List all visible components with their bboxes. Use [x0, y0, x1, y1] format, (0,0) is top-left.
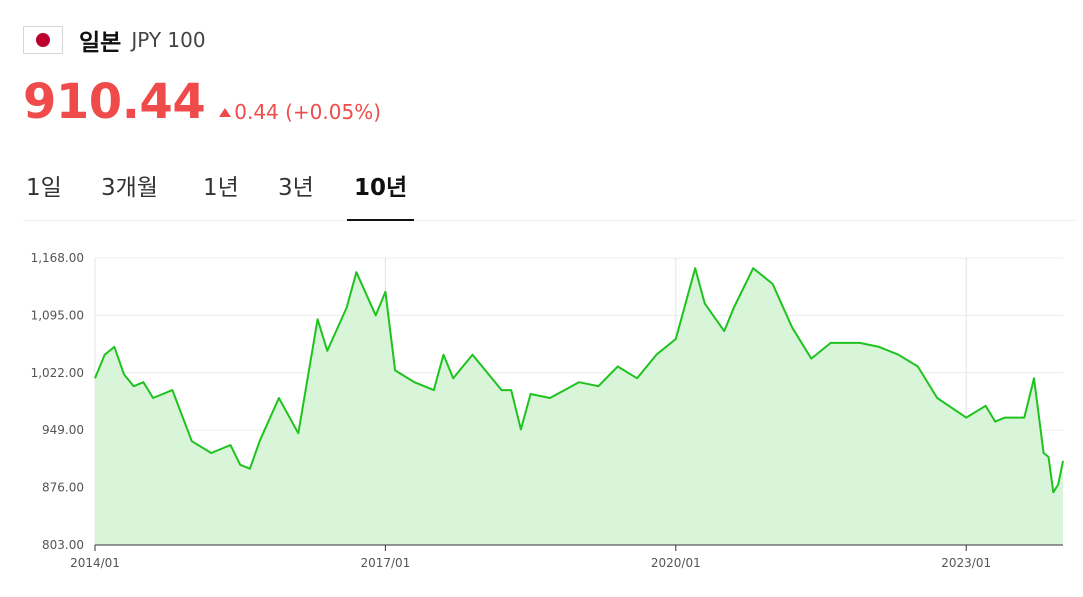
tab-3-years[interactable]: 3년 — [278, 175, 314, 201]
tab-3-months[interactable]: 3개월 — [101, 175, 158, 201]
tab-1-year[interactable]: 1년 — [203, 175, 239, 201]
country-name: 일본 — [79, 30, 122, 56]
current-price: 910.44 — [23, 74, 206, 130]
y-axis: 1,168.00 1,095.00 1,022.00 949.00 876.00 803.… — [31, 251, 84, 552]
y-tick-label: 1,022.00 — [31, 366, 84, 380]
japan-flag-icon — [23, 26, 63, 54]
quote-row: 910.44 0.44 (+0.05%) — [23, 74, 381, 130]
exchange-rate-chart: 1,168.00 1,095.00 1,022.00 949.00 876.00 803.… — [31, 251, 1064, 570]
y-tick-label: 1,168.00 — [31, 251, 84, 265]
tab-1-day[interactable]: 1일 — [26, 175, 62, 201]
price-change: 0.44 (+0.05%) — [219, 100, 381, 124]
x-tick-label: 2014/01 — [70, 556, 120, 570]
up-arrow-icon — [219, 107, 232, 117]
currency-code: JPY 100 — [131, 28, 206, 52]
y-tick-label: 803.00 — [42, 538, 84, 552]
flag-circle — [36, 33, 50, 47]
period-tabs: 1일 3개월 1년 3년 10년 — [23, 158, 1075, 221]
y-tick-label: 876.00 — [42, 481, 84, 495]
x-tick-label: 2023/01 — [941, 556, 991, 570]
change-value: 0.44 (+0.05%) — [234, 100, 382, 124]
price-line — [94, 267, 1064, 494]
tab-10-years[interactable]: 10년 — [347, 168, 415, 221]
x-axis: 2014/01 2017/01 2020/01 2023/01 — [70, 544, 1063, 570]
y-tick-label: 1,095.00 — [31, 308, 84, 322]
x-tick-label: 2020/01 — [651, 556, 701, 570]
x-tick-label: 2017/01 — [360, 556, 410, 570]
area-fill — [95, 268, 1063, 545]
header: 일본 JPY 100 — [23, 22, 206, 58]
y-tick-label: 949.00 — [42, 423, 84, 437]
